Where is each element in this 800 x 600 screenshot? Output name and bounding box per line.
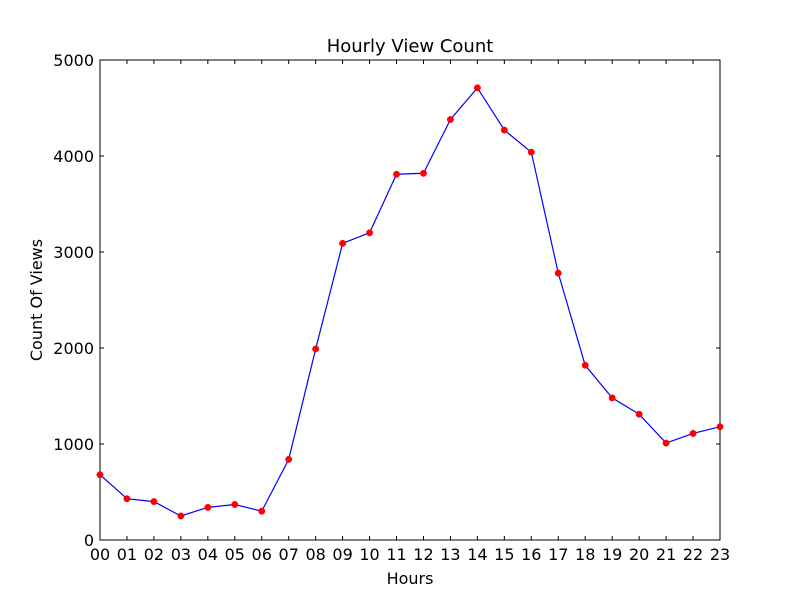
data-point xyxy=(258,507,266,515)
plot-area: 00 01 02 03 04 05 06 07 08 09 10 11 12 13 14 15 16 17 18 19… xyxy=(53,51,730,564)
data-point xyxy=(366,229,374,237)
y-axis-label: Count Of Views xyxy=(27,239,46,361)
x-tick-label: 19 xyxy=(602,545,622,564)
x-tick-label: 15 xyxy=(494,545,514,564)
data-point xyxy=(635,410,643,418)
data-point xyxy=(393,170,400,178)
x-tick-label: 09 xyxy=(332,545,352,564)
x-tick-label: 18 xyxy=(575,545,595,564)
x-tick-label: 11 xyxy=(386,545,406,564)
data-point xyxy=(312,345,320,353)
data-point xyxy=(716,423,724,431)
data-point xyxy=(231,501,239,508)
x-tick-label: 08 xyxy=(305,545,325,564)
data-point xyxy=(204,503,212,511)
data-point xyxy=(96,471,104,479)
x-tick-label: 16 xyxy=(521,545,541,564)
data-point xyxy=(527,148,535,156)
data-point xyxy=(150,498,158,506)
x-tick-label: 20 xyxy=(629,545,649,564)
data-point xyxy=(662,439,670,447)
x-tick-label: 23 xyxy=(710,545,730,564)
data-point xyxy=(177,512,185,520)
data-point xyxy=(581,361,589,369)
data-point xyxy=(123,495,131,503)
x-tick-label: 21 xyxy=(656,545,676,564)
data-point xyxy=(420,169,427,177)
data-point xyxy=(446,116,454,123)
series-line xyxy=(99,86,721,517)
x-tick-label: 12 xyxy=(413,545,433,564)
y-tick-label: 4000 xyxy=(53,147,94,166)
data-point xyxy=(554,269,562,277)
x-tick-label: 13 xyxy=(440,545,460,564)
data-point xyxy=(608,394,616,402)
x-tick-label: 00 xyxy=(90,545,110,564)
x-tick-label: 14 xyxy=(467,545,487,564)
x-tick-label: 05 xyxy=(225,545,245,564)
x-tick-label: 22 xyxy=(683,545,703,564)
x-tick-label: 03 xyxy=(171,545,191,564)
y-tick-label: 1000 xyxy=(53,435,94,454)
data-point xyxy=(339,239,347,247)
data-point xyxy=(500,126,508,134)
data-point xyxy=(473,84,481,92)
y-tick-label: 2000 xyxy=(53,339,94,358)
x-axis-label: Hours xyxy=(387,569,434,588)
y-tick-label: 3000 xyxy=(53,243,94,262)
x-tick-label: 17 xyxy=(548,545,568,564)
x-tick-label: 02 xyxy=(144,545,164,564)
plot-frame xyxy=(99,59,721,541)
x-tick-label: 06 xyxy=(252,545,272,564)
chart-title: Hourly View Count xyxy=(327,36,494,57)
y-tick-label: 0 xyxy=(84,531,94,550)
x-tick-label: 04 xyxy=(198,545,218,564)
y-tick-label: 5000 xyxy=(53,51,94,70)
x-tick-label: 01 xyxy=(117,545,137,564)
x-tick-label: 10 xyxy=(359,545,379,564)
data-point xyxy=(689,429,697,437)
data-point xyxy=(285,455,293,463)
x-tick-label: 07 xyxy=(279,545,299,564)
